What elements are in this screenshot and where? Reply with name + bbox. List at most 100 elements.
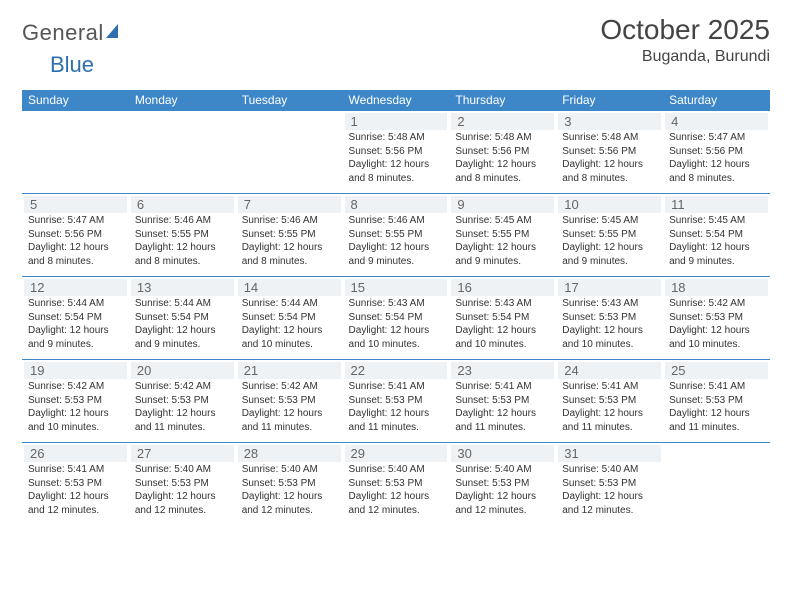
daylight: Daylight: 12 hours and 12 minutes.: [455, 490, 550, 517]
daylight: Daylight: 12 hours and 12 minutes.: [28, 490, 123, 517]
day-info: Sunrise: 5:40 AMSunset: 5:53 PMDaylight:…: [455, 463, 550, 517]
day-info: Sunrise: 5:42 AMSunset: 5:53 PMDaylight:…: [135, 380, 230, 434]
day-number: 31: [558, 445, 661, 462]
daylight: Daylight: 12 hours and 11 minutes.: [562, 407, 657, 434]
daylight: Daylight: 12 hours and 12 minutes.: [242, 490, 337, 517]
day-info: Sunrise: 5:43 AMSunset: 5:53 PMDaylight:…: [562, 297, 657, 351]
sunrise: Sunrise: 5:40 AM: [455, 463, 550, 477]
daylight: Daylight: 12 hours and 9 minutes.: [455, 241, 550, 268]
sunrise: Sunrise: 5:45 AM: [455, 214, 550, 228]
sunset: Sunset: 5:54 PM: [455, 311, 550, 325]
day-info: Sunrise: 5:41 AMSunset: 5:53 PMDaylight:…: [28, 463, 123, 517]
col-fri: Friday: [556, 90, 663, 111]
col-thu: Thursday: [449, 90, 556, 111]
daylight: Daylight: 12 hours and 8 minutes.: [28, 241, 123, 268]
daylight: Daylight: 12 hours and 10 minutes.: [562, 324, 657, 351]
sunset: Sunset: 5:53 PM: [669, 394, 764, 408]
sunset: Sunset: 5:56 PM: [455, 145, 550, 159]
calendar-day: 12Sunrise: 5:44 AMSunset: 5:54 PMDayligh…: [22, 277, 129, 360]
sunrise: Sunrise: 5:40 AM: [135, 463, 230, 477]
sunrise: Sunrise: 5:44 AM: [135, 297, 230, 311]
daylight: Daylight: 12 hours and 12 minutes.: [349, 490, 444, 517]
sunrise: Sunrise: 5:42 AM: [242, 380, 337, 394]
sunset: Sunset: 5:55 PM: [135, 228, 230, 242]
sunrise: Sunrise: 5:46 AM: [135, 214, 230, 228]
calendar-day: 24Sunrise: 5:41 AMSunset: 5:53 PMDayligh…: [556, 360, 663, 443]
sunrise: Sunrise: 5:41 AM: [349, 380, 444, 394]
day-info: Sunrise: 5:45 AMSunset: 5:55 PMDaylight:…: [455, 214, 550, 268]
day-number: 23: [451, 362, 554, 379]
sunrise: Sunrise: 5:45 AM: [669, 214, 764, 228]
sunset: Sunset: 5:54 PM: [28, 311, 123, 325]
calendar-day: 23Sunrise: 5:41 AMSunset: 5:53 PMDayligh…: [449, 360, 556, 443]
daylight: Daylight: 12 hours and 10 minutes.: [669, 324, 764, 351]
day-info: Sunrise: 5:48 AMSunset: 5:56 PMDaylight:…: [562, 131, 657, 185]
day-number: 14: [238, 279, 341, 296]
daylight: Daylight: 12 hours and 11 minutes.: [669, 407, 764, 434]
day-number: 3: [558, 113, 661, 130]
day-info: Sunrise: 5:47 AMSunset: 5:56 PMDaylight:…: [669, 131, 764, 185]
sunset: Sunset: 5:53 PM: [562, 477, 657, 491]
day-number: 12: [24, 279, 127, 296]
daylight: Daylight: 12 hours and 10 minutes.: [242, 324, 337, 351]
day-info: Sunrise: 5:41 AMSunset: 5:53 PMDaylight:…: [349, 380, 444, 434]
sunrise: Sunrise: 5:46 AM: [242, 214, 337, 228]
sunrise: Sunrise: 5:43 AM: [562, 297, 657, 311]
day-number: 26: [24, 445, 127, 462]
sunset: Sunset: 5:55 PM: [455, 228, 550, 242]
calendar-day: 17Sunrise: 5:43 AMSunset: 5:53 PMDayligh…: [556, 277, 663, 360]
day-info: Sunrise: 5:42 AMSunset: 5:53 PMDaylight:…: [242, 380, 337, 434]
sunrise: Sunrise: 5:47 AM: [28, 214, 123, 228]
sunset: Sunset: 5:53 PM: [562, 311, 657, 325]
day-number: 28: [238, 445, 341, 462]
day-info: Sunrise: 5:44 AMSunset: 5:54 PMDaylight:…: [242, 297, 337, 351]
daylight: Daylight: 12 hours and 9 minutes.: [28, 324, 123, 351]
calendar-day: 28Sunrise: 5:40 AMSunset: 5:53 PMDayligh…: [236, 443, 343, 526]
calendar-day: 1Sunrise: 5:48 AMSunset: 5:56 PMDaylight…: [343, 111, 450, 194]
sunrise: Sunrise: 5:43 AM: [455, 297, 550, 311]
col-wed: Wednesday: [343, 90, 450, 111]
daylight: Daylight: 12 hours and 8 minutes.: [242, 241, 337, 268]
day-number: 19: [24, 362, 127, 379]
logo-blue: Blue: [50, 52, 94, 78]
calendar-week: 12Sunrise: 5:44 AMSunset: 5:54 PMDayligh…: [22, 277, 770, 360]
calendar-week: 26Sunrise: 5:41 AMSunset: 5:53 PMDayligh…: [22, 443, 770, 526]
sunset: Sunset: 5:55 PM: [349, 228, 444, 242]
day-number: 2: [451, 113, 554, 130]
calendar-day: 25Sunrise: 5:41 AMSunset: 5:53 PMDayligh…: [663, 360, 770, 443]
daylight: Daylight: 12 hours and 11 minutes.: [135, 407, 230, 434]
day-info: Sunrise: 5:46 AMSunset: 5:55 PMDaylight:…: [135, 214, 230, 268]
day-info: Sunrise: 5:41 AMSunset: 5:53 PMDaylight:…: [562, 380, 657, 434]
daylight: Daylight: 12 hours and 11 minutes.: [242, 407, 337, 434]
sunset: Sunset: 5:53 PM: [135, 394, 230, 408]
day-number: 20: [131, 362, 234, 379]
day-info: Sunrise: 5:44 AMSunset: 5:54 PMDaylight:…: [28, 297, 123, 351]
sunrise: Sunrise: 5:41 AM: [28, 463, 123, 477]
day-number: 5: [24, 196, 127, 213]
day-info: Sunrise: 5:40 AMSunset: 5:53 PMDaylight:…: [562, 463, 657, 517]
daylight: Daylight: 12 hours and 9 minutes.: [349, 241, 444, 268]
col-mon: Monday: [129, 90, 236, 111]
calendar-week: 19Sunrise: 5:42 AMSunset: 5:53 PMDayligh…: [22, 360, 770, 443]
logo-general: General: [22, 20, 104, 46]
daylight: Daylight: 12 hours and 9 minutes.: [562, 241, 657, 268]
calendar-day: 10Sunrise: 5:45 AMSunset: 5:55 PMDayligh…: [556, 194, 663, 277]
day-number: 6: [131, 196, 234, 213]
sunrise: Sunrise: 5:41 AM: [669, 380, 764, 394]
logo: General: [22, 14, 124, 46]
calendar-day: 14Sunrise: 5:44 AMSunset: 5:54 PMDayligh…: [236, 277, 343, 360]
sunset: Sunset: 5:53 PM: [562, 394, 657, 408]
day-number: 11: [665, 196, 768, 213]
calendar-day: 19Sunrise: 5:42 AMSunset: 5:53 PMDayligh…: [22, 360, 129, 443]
sunset: Sunset: 5:53 PM: [28, 477, 123, 491]
sunrise: Sunrise: 5:41 AM: [455, 380, 550, 394]
calendar-week: 5Sunrise: 5:47 AMSunset: 5:56 PMDaylight…: [22, 194, 770, 277]
calendar-day: 13Sunrise: 5:44 AMSunset: 5:54 PMDayligh…: [129, 277, 236, 360]
calendar-week: 1Sunrise: 5:48 AMSunset: 5:56 PMDaylight…: [22, 111, 770, 194]
sunrise: Sunrise: 5:42 AM: [135, 380, 230, 394]
daylight: Daylight: 12 hours and 8 minutes.: [562, 158, 657, 185]
day-info: Sunrise: 5:47 AMSunset: 5:56 PMDaylight:…: [28, 214, 123, 268]
sunset: Sunset: 5:53 PM: [135, 477, 230, 491]
day-number: 18: [665, 279, 768, 296]
daylight: Daylight: 12 hours and 12 minutes.: [135, 490, 230, 517]
